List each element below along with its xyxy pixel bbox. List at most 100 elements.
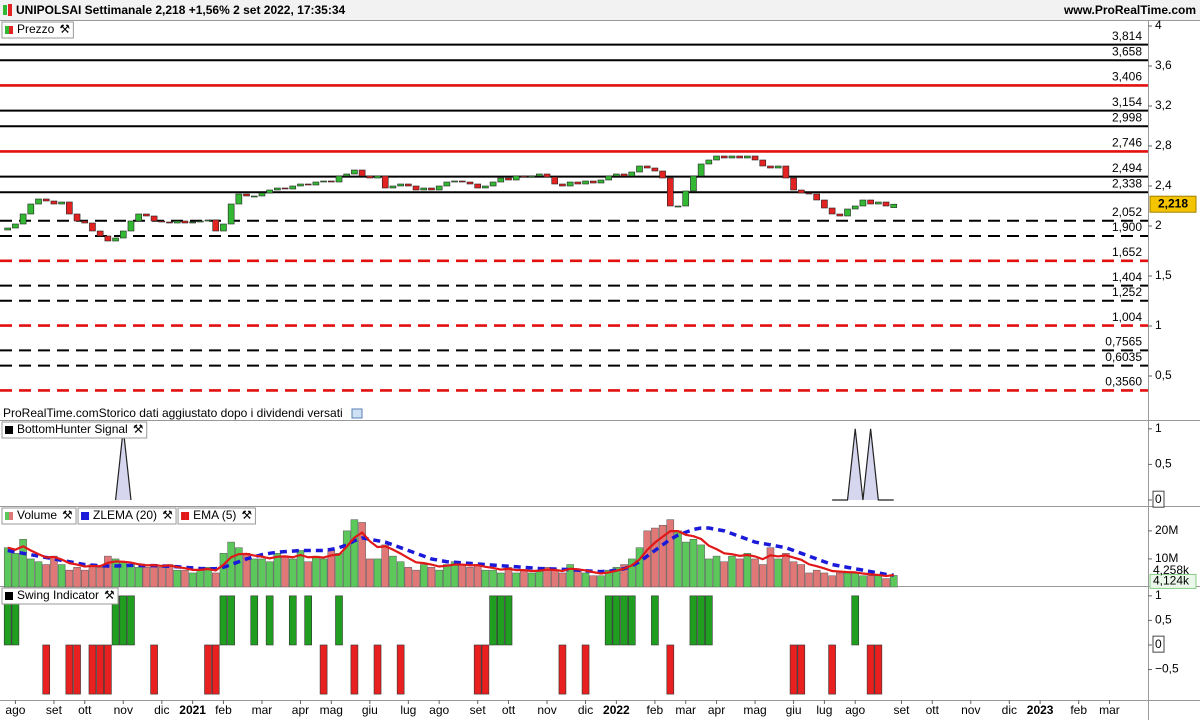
swing-bar <box>335 595 343 646</box>
volume-bar <box>265 561 274 588</box>
candle <box>389 185 397 189</box>
volume-bar <box>743 553 752 588</box>
volume-bar <box>789 561 798 588</box>
x-tick-label: set <box>46 703 63 717</box>
candle <box>597 179 605 184</box>
swing-bar <box>604 595 613 646</box>
candle <box>705 159 713 165</box>
legend-swatch <box>9 592 13 600</box>
swing-bar <box>497 595 505 646</box>
x-tick-label: giu <box>362 703 378 717</box>
volume-bar <box>720 561 728 588</box>
volume-bar <box>373 558 382 588</box>
panel-title: ZLEMA (20) <box>93 508 157 522</box>
volume-bar <box>674 530 682 588</box>
legend-swatch <box>9 426 13 434</box>
candle <box>674 205 682 208</box>
panel-title: Volume <box>17 508 57 522</box>
volume-bar <box>612 567 621 588</box>
volume-bar <box>88 564 97 588</box>
volume-bar <box>843 572 852 588</box>
candle <box>243 193 250 197</box>
x-tick-label: mar <box>252 703 273 717</box>
candle <box>119 230 127 239</box>
price-level-label: 2,998 <box>1112 110 1142 124</box>
volume-bar <box>127 564 135 588</box>
volume-bar <box>620 564 628 588</box>
volume-bar <box>73 567 81 588</box>
volume-bar <box>812 569 821 588</box>
candle <box>197 220 204 223</box>
x-tick-label: ott <box>78 703 92 717</box>
price-level-label: 0,6035 <box>1105 350 1142 364</box>
volume-bar <box>219 553 228 588</box>
candle <box>35 198 42 205</box>
volume-bar <box>597 575 605 588</box>
y-tick-label: 1 <box>1155 588 1162 602</box>
candle <box>744 155 751 159</box>
candle <box>281 187 289 190</box>
candle <box>104 235 112 242</box>
candle <box>366 175 374 179</box>
candle <box>805 192 813 195</box>
candle <box>697 163 705 177</box>
x-tick-label: ott <box>926 703 940 717</box>
volume-bar <box>19 539 27 588</box>
legend-swatch <box>5 26 9 34</box>
panel-title-box <box>1 421 148 439</box>
price-level-label: 0,3560 <box>1105 375 1142 389</box>
price-level-label: 2,052 <box>1112 205 1142 219</box>
swing-bar <box>219 595 228 646</box>
volume-bar <box>581 572 590 588</box>
volume-bar <box>705 558 713 588</box>
y-tick-label: 1 <box>1155 318 1162 332</box>
volume-bar <box>766 547 775 588</box>
candle <box>274 187 281 191</box>
candle <box>512 175 520 181</box>
indicator-line <box>7 530 894 578</box>
candle <box>397 183 404 187</box>
candle <box>96 230 104 237</box>
price-level-label: 3,154 <box>1112 95 1142 109</box>
volume-bar <box>751 558 759 588</box>
volume-bar <box>604 569 613 588</box>
volume-bar <box>134 567 143 588</box>
x-tick-label: nov <box>537 703 556 717</box>
legend-swatch <box>5 592 9 600</box>
volume-bar <box>404 567 413 588</box>
x-tick-label: feb <box>647 703 664 717</box>
swing-bar <box>127 595 135 646</box>
panel-title: Prezzo <box>17 22 55 36</box>
candle <box>405 183 412 187</box>
volume-bar <box>427 567 436 588</box>
candle <box>220 223 227 232</box>
volume-bar <box>281 555 289 588</box>
volume-bar <box>566 564 574 588</box>
swing-bar <box>489 595 497 646</box>
volume-bar <box>658 524 667 588</box>
candle <box>813 193 820 201</box>
swing-bar <box>797 644 806 695</box>
volume-bar <box>27 558 35 588</box>
x-tick-label: feb <box>1070 703 1087 717</box>
volume-bar <box>11 553 20 588</box>
volume-bar <box>358 522 366 588</box>
volume-bar <box>34 561 43 588</box>
volume-bar <box>420 564 428 588</box>
candle <box>304 183 312 186</box>
x-tick-label: dic <box>154 703 169 717</box>
swing-bar <box>627 595 636 646</box>
candle <box>821 199 828 209</box>
volume-bar <box>158 567 166 588</box>
volume-bar <box>836 572 844 588</box>
panel-note: ProRealTime.comStorico dati aggiustato d… <box>3 406 343 420</box>
candle <box>458 180 466 183</box>
volume-bar <box>497 572 505 588</box>
x-tick-label: nov <box>114 703 133 717</box>
candle <box>312 181 320 186</box>
volume-bar <box>628 558 636 588</box>
candle <box>543 173 551 178</box>
volume-bar <box>296 550 305 588</box>
volume-bar <box>466 567 474 588</box>
candle <box>797 189 805 194</box>
